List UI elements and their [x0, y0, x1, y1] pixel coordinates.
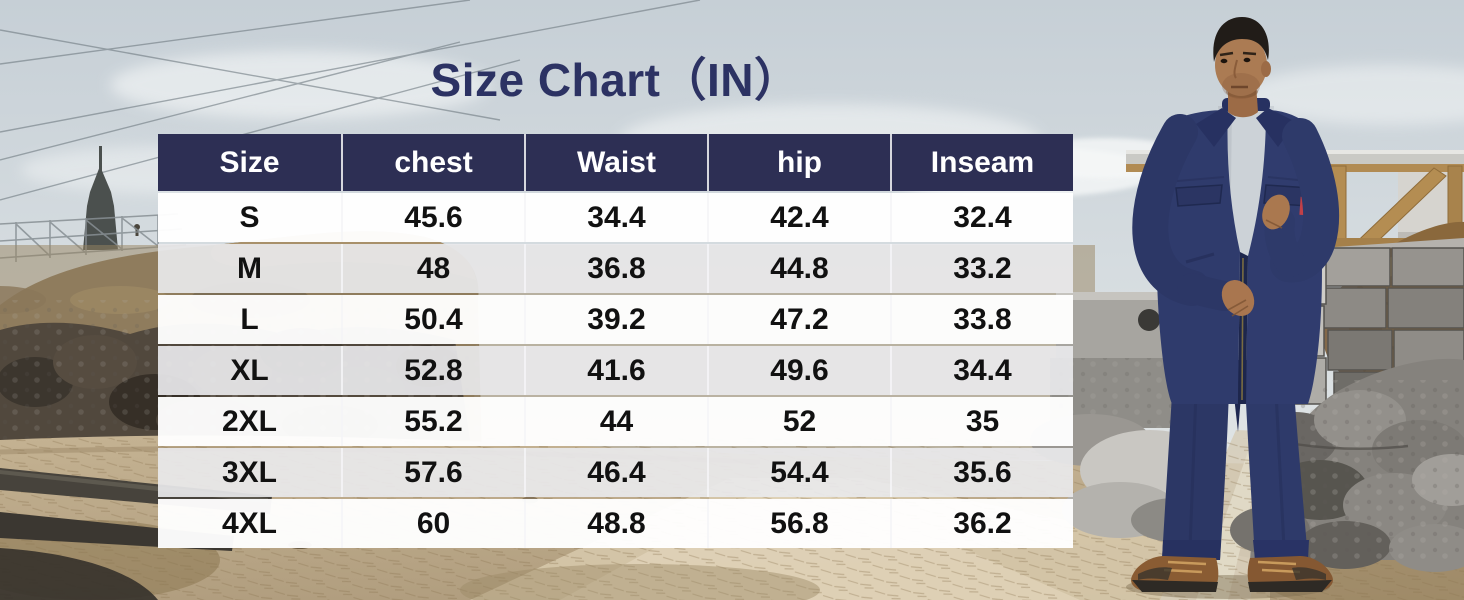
- value-cell: 44: [524, 397, 707, 446]
- column-header-inseam: Inseam: [890, 134, 1073, 191]
- value-cell: 41.6: [524, 346, 707, 395]
- arms: [1132, 114, 1340, 317]
- size-cell: M: [158, 244, 341, 293]
- value-cell: 52: [707, 397, 890, 446]
- table-header: Size chest Waist hip Inseam: [158, 134, 1073, 191]
- column-header-chest: chest: [341, 134, 524, 191]
- size-cell: S: [158, 193, 341, 242]
- value-cell: 48: [341, 244, 524, 293]
- table-row-3xl: 3XL 57.6 46.4 54.4 35.6: [158, 448, 1073, 497]
- size-cell: XL: [158, 346, 341, 395]
- value-cell: 35.6: [890, 448, 1073, 497]
- value-cell: 50.4: [341, 295, 524, 344]
- value-cell: 39.2: [524, 295, 707, 344]
- value-cell: 55.2: [341, 397, 524, 446]
- value-cell: 42.4: [707, 193, 890, 242]
- value-cell: 54.4: [707, 448, 890, 497]
- value-cell: 49.6: [707, 346, 890, 395]
- column-header-size: Size: [158, 134, 341, 191]
- value-cell: 44.8: [707, 244, 890, 293]
- table-row-m: M 48 36.8 44.8 33.2: [158, 244, 1073, 293]
- table-row-s: S 45.6 34.4 42.4 32.4: [158, 193, 1073, 242]
- header-row: Size chest Waist hip Inseam: [158, 134, 1073, 191]
- table-body: S 45.6 34.4 42.4 32.4 M 48 36.8 44.8 33.2 L 50.4 39.…: [158, 193, 1073, 548]
- value-cell: 32.4: [890, 193, 1073, 242]
- value-cell: 60: [341, 499, 524, 548]
- size-cell: 3XL: [158, 448, 341, 497]
- size-chart-table: Size chest Waist hip Inseam S 45.6 34.4 42.4 32.…: [158, 132, 1073, 550]
- value-cell: 33.2: [890, 244, 1073, 293]
- work-boots: [1131, 556, 1333, 592]
- column-header-waist: Waist: [524, 134, 707, 191]
- value-cell: 48.8: [524, 499, 707, 548]
- table-row-l: L 50.4 39.2 47.2 33.8: [158, 295, 1073, 344]
- size-cell: 4XL: [158, 499, 341, 548]
- model-figure: [1126, 17, 1340, 599]
- table-row-2xl: 2XL 55.2 44 52 35: [158, 397, 1073, 446]
- value-cell: 52.8: [341, 346, 524, 395]
- value-cell: 34.4: [524, 193, 707, 242]
- column-header-hip: hip: [707, 134, 890, 191]
- value-cell: 47.2: [707, 295, 890, 344]
- size-cell: 2XL: [158, 397, 341, 446]
- value-cell: 34.4: [890, 346, 1073, 395]
- head: [1213, 17, 1271, 118]
- value-cell: 45.6: [341, 193, 524, 242]
- gray-rubble: [1230, 358, 1464, 572]
- table-row-4xl: 4XL 60 48.8 56.8 36.2: [158, 499, 1073, 548]
- value-cell: 35: [890, 397, 1073, 446]
- value-cell: 36.8: [524, 244, 707, 293]
- power-lines: [0, 0, 701, 201]
- size-cell: L: [158, 295, 341, 344]
- value-cell: 46.4: [524, 448, 707, 497]
- table-row-xl: XL 52.8 41.6 49.6 34.4: [158, 346, 1073, 395]
- value-cell: 57.6: [341, 448, 524, 497]
- value-cell: 56.8: [707, 499, 890, 548]
- value-cell: 36.2: [890, 499, 1073, 548]
- page-title: Size Chart（IN）: [430, 54, 801, 106]
- value-cell: 33.8: [890, 295, 1073, 344]
